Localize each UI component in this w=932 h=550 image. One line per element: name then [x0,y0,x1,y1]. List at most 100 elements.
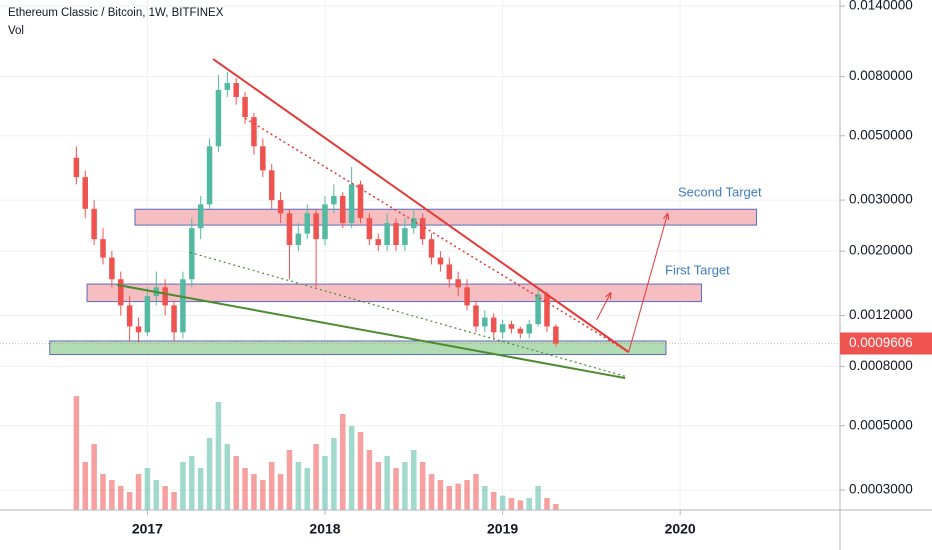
volume-bar [464,480,470,510]
candle-body [402,228,408,246]
volume-bar [322,456,328,510]
candle-body [455,279,461,288]
volume-bar [215,402,222,510]
chart-title: Ethereum Classic / Bitcoin, 1W, BITFINEX [8,7,224,19]
volume-bar [473,474,479,510]
candle-body [295,233,302,246]
candle-body [535,294,541,325]
volume-bar [189,456,195,510]
volume-bar [286,450,293,510]
candle-body [126,305,133,327]
volume-bar [455,483,461,510]
volume-bar [375,462,382,510]
candle-body [100,239,106,258]
y-tick-label: 0.0005000 [849,417,913,432]
candle-body [251,117,257,147]
candle-body [464,287,470,306]
volume-bar [118,486,124,510]
candles [73,71,559,347]
volume-bar [517,500,524,510]
candle-body [490,317,497,333]
trendline [596,293,611,320]
volume-bar [446,486,453,510]
candle-body [260,146,266,171]
price-tag-label: 0.0009606 [849,335,913,350]
volume-bar [526,498,532,510]
candle-body [180,279,186,333]
candle-body [313,213,319,240]
annotation: First Target [665,262,730,277]
candle-body [499,324,506,333]
candle-body [553,326,559,344]
candle-body [304,213,310,234]
trendlines [117,58,668,380]
volume-bar [197,468,204,510]
volume-bar [180,462,186,510]
volume-bar [91,444,97,510]
volume-bar [411,450,417,510]
trendline [117,283,626,380]
volume-bar [544,498,550,510]
volume-bar [109,480,115,510]
volume-bar [535,486,541,510]
volume-bar [206,438,213,510]
candle-body [135,326,142,333]
y-tick-label: 0.0020000 [849,243,913,258]
candle-body [331,195,337,205]
volume-bar [251,474,257,510]
y-tick-label: 0.0008000 [849,358,913,373]
volume-bar [171,492,177,510]
y-tick-label: 0.0012000 [849,307,913,322]
volume-bar [73,396,80,510]
candle-body [482,317,488,327]
x-tick-label: 2019 [487,521,518,537]
annotation: Second Target [678,184,762,199]
volume-bar [553,504,559,510]
candle-body [508,324,515,329]
candle-body [366,218,373,240]
x-tick-label: 2020 [665,521,696,537]
volume-bar [295,462,302,510]
y-tick-label: 0.0080000 [849,68,913,83]
y-tick-label: 0.0140000 [849,0,913,13]
y-tick-label: 0.0050000 [849,127,913,142]
candle-body [339,195,346,224]
volume-bar [357,432,364,510]
candle-body [233,83,239,98]
candle-body [171,305,177,333]
zone [86,283,702,303]
zone [49,340,667,356]
candle-body [526,324,532,334]
trendline [212,58,630,353]
candle-body [375,239,382,246]
volume-bar [482,486,488,510]
axes: 0.0140000 0.0080000 0.0050000 0.0030000 0.00… [132,0,932,537]
candle-body [162,287,168,306]
candle-body [348,184,355,224]
volume-bar [242,468,248,510]
candle-body [109,257,115,280]
candle-body [82,177,88,209]
volume-pane [73,396,559,510]
candle-body [357,184,364,219]
volume-bar [277,474,284,510]
candle-body [206,146,213,205]
volume-bar [126,492,133,510]
candle-body [544,294,550,327]
x-tick-label: 2018 [309,521,340,537]
candle-body [242,97,248,118]
volume-bar [100,474,106,510]
volume-bar [384,456,390,510]
candle-body [411,218,417,229]
candle-body [189,228,195,280]
candle-body [437,257,444,265]
candle-body [393,223,399,246]
candle-body [428,239,435,258]
candle-body [91,208,97,240]
candle-body [197,204,204,229]
volume-bar [508,498,515,510]
price-tag [840,332,932,355]
candle-body [286,213,293,246]
